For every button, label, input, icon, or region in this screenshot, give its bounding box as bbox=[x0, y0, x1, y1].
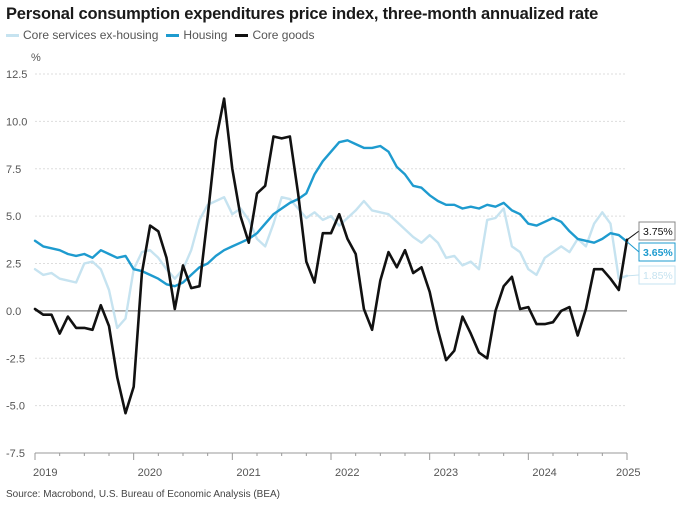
legend: Core services ex-housing Housing Core go… bbox=[6, 28, 322, 42]
source-note: Source: Macrobond, U.S. Bureau of Econom… bbox=[6, 489, 281, 500]
x-tick-label: 2023 bbox=[434, 467, 458, 479]
y-tick-label: 7.5 bbox=[6, 164, 21, 176]
y-tick-label: 5.0 bbox=[6, 211, 21, 223]
legend-swatch-core-services bbox=[6, 33, 19, 37]
x-tick-label: 2019 bbox=[33, 467, 57, 479]
end-label-core-services-ex-housing: 1.85% bbox=[643, 270, 673, 282]
series-line-core-goods bbox=[33, 97, 629, 415]
series-lines bbox=[33, 97, 629, 415]
y-tick-label: -2.5 bbox=[6, 353, 25, 365]
y-axis-ticks: 12.5 10.0 7.5 5.0 2.5 0.0 -2.5 -5.0 -7.5 bbox=[6, 69, 27, 460]
legend-label-core-goods: Core goods bbox=[252, 28, 315, 42]
end-label-leader-core-services-ex-housing bbox=[626, 274, 640, 277]
gridlines bbox=[35, 73, 627, 454]
end-label-leader-housing bbox=[626, 241, 640, 253]
legend-swatch-core-goods bbox=[235, 33, 249, 37]
series-line-housing bbox=[33, 139, 629, 288]
series-line-core-services-ex-housing bbox=[33, 196, 629, 330]
end-label-box-core-goods bbox=[638, 221, 676, 241]
legend-swatch-housing bbox=[166, 33, 180, 37]
legend-label-core-services: Core services ex-housing bbox=[23, 28, 159, 42]
end-label-box-core-services-ex-housing bbox=[638, 265, 676, 285]
y-tick-label: 10.0 bbox=[6, 116, 27, 128]
y-tick-label: 12.5 bbox=[6, 69, 27, 81]
legend-label-housing: Housing bbox=[183, 28, 228, 42]
end-labels: 3.75% 3.65% 1.85% bbox=[626, 221, 676, 285]
end-label-housing: 3.65% bbox=[643, 247, 673, 259]
legend-item-core-services: Core services ex-housing bbox=[6, 28, 158, 42]
legend-item-core-goods: Core goods bbox=[235, 28, 314, 42]
x-tick-label: 2024 bbox=[532, 467, 556, 479]
x-tick-label: 2025 bbox=[616, 467, 640, 479]
y-tick-label: -7.5 bbox=[6, 448, 25, 460]
x-tick-label: 2021 bbox=[236, 467, 260, 479]
end-label-core-goods: 3.75% bbox=[643, 226, 673, 238]
y-tick-label: 0.0 bbox=[6, 306, 21, 318]
y-tick-label: 2.5 bbox=[6, 259, 21, 271]
end-label-box-housing bbox=[638, 242, 676, 262]
x-tick-label: 2022 bbox=[335, 467, 359, 479]
y-tick-label: -5.0 bbox=[6, 401, 25, 413]
x-axis: 2019 2020 2021 2022 2023 2024 2025 bbox=[33, 452, 640, 479]
end-label-leader-core-goods bbox=[626, 230, 640, 241]
chart-title: Personal consumption expenditures price … bbox=[6, 5, 599, 23]
y-axis-unit: % bbox=[31, 52, 41, 64]
legend-item-housing: Housing bbox=[166, 28, 227, 42]
x-tick-label: 2020 bbox=[138, 467, 162, 479]
